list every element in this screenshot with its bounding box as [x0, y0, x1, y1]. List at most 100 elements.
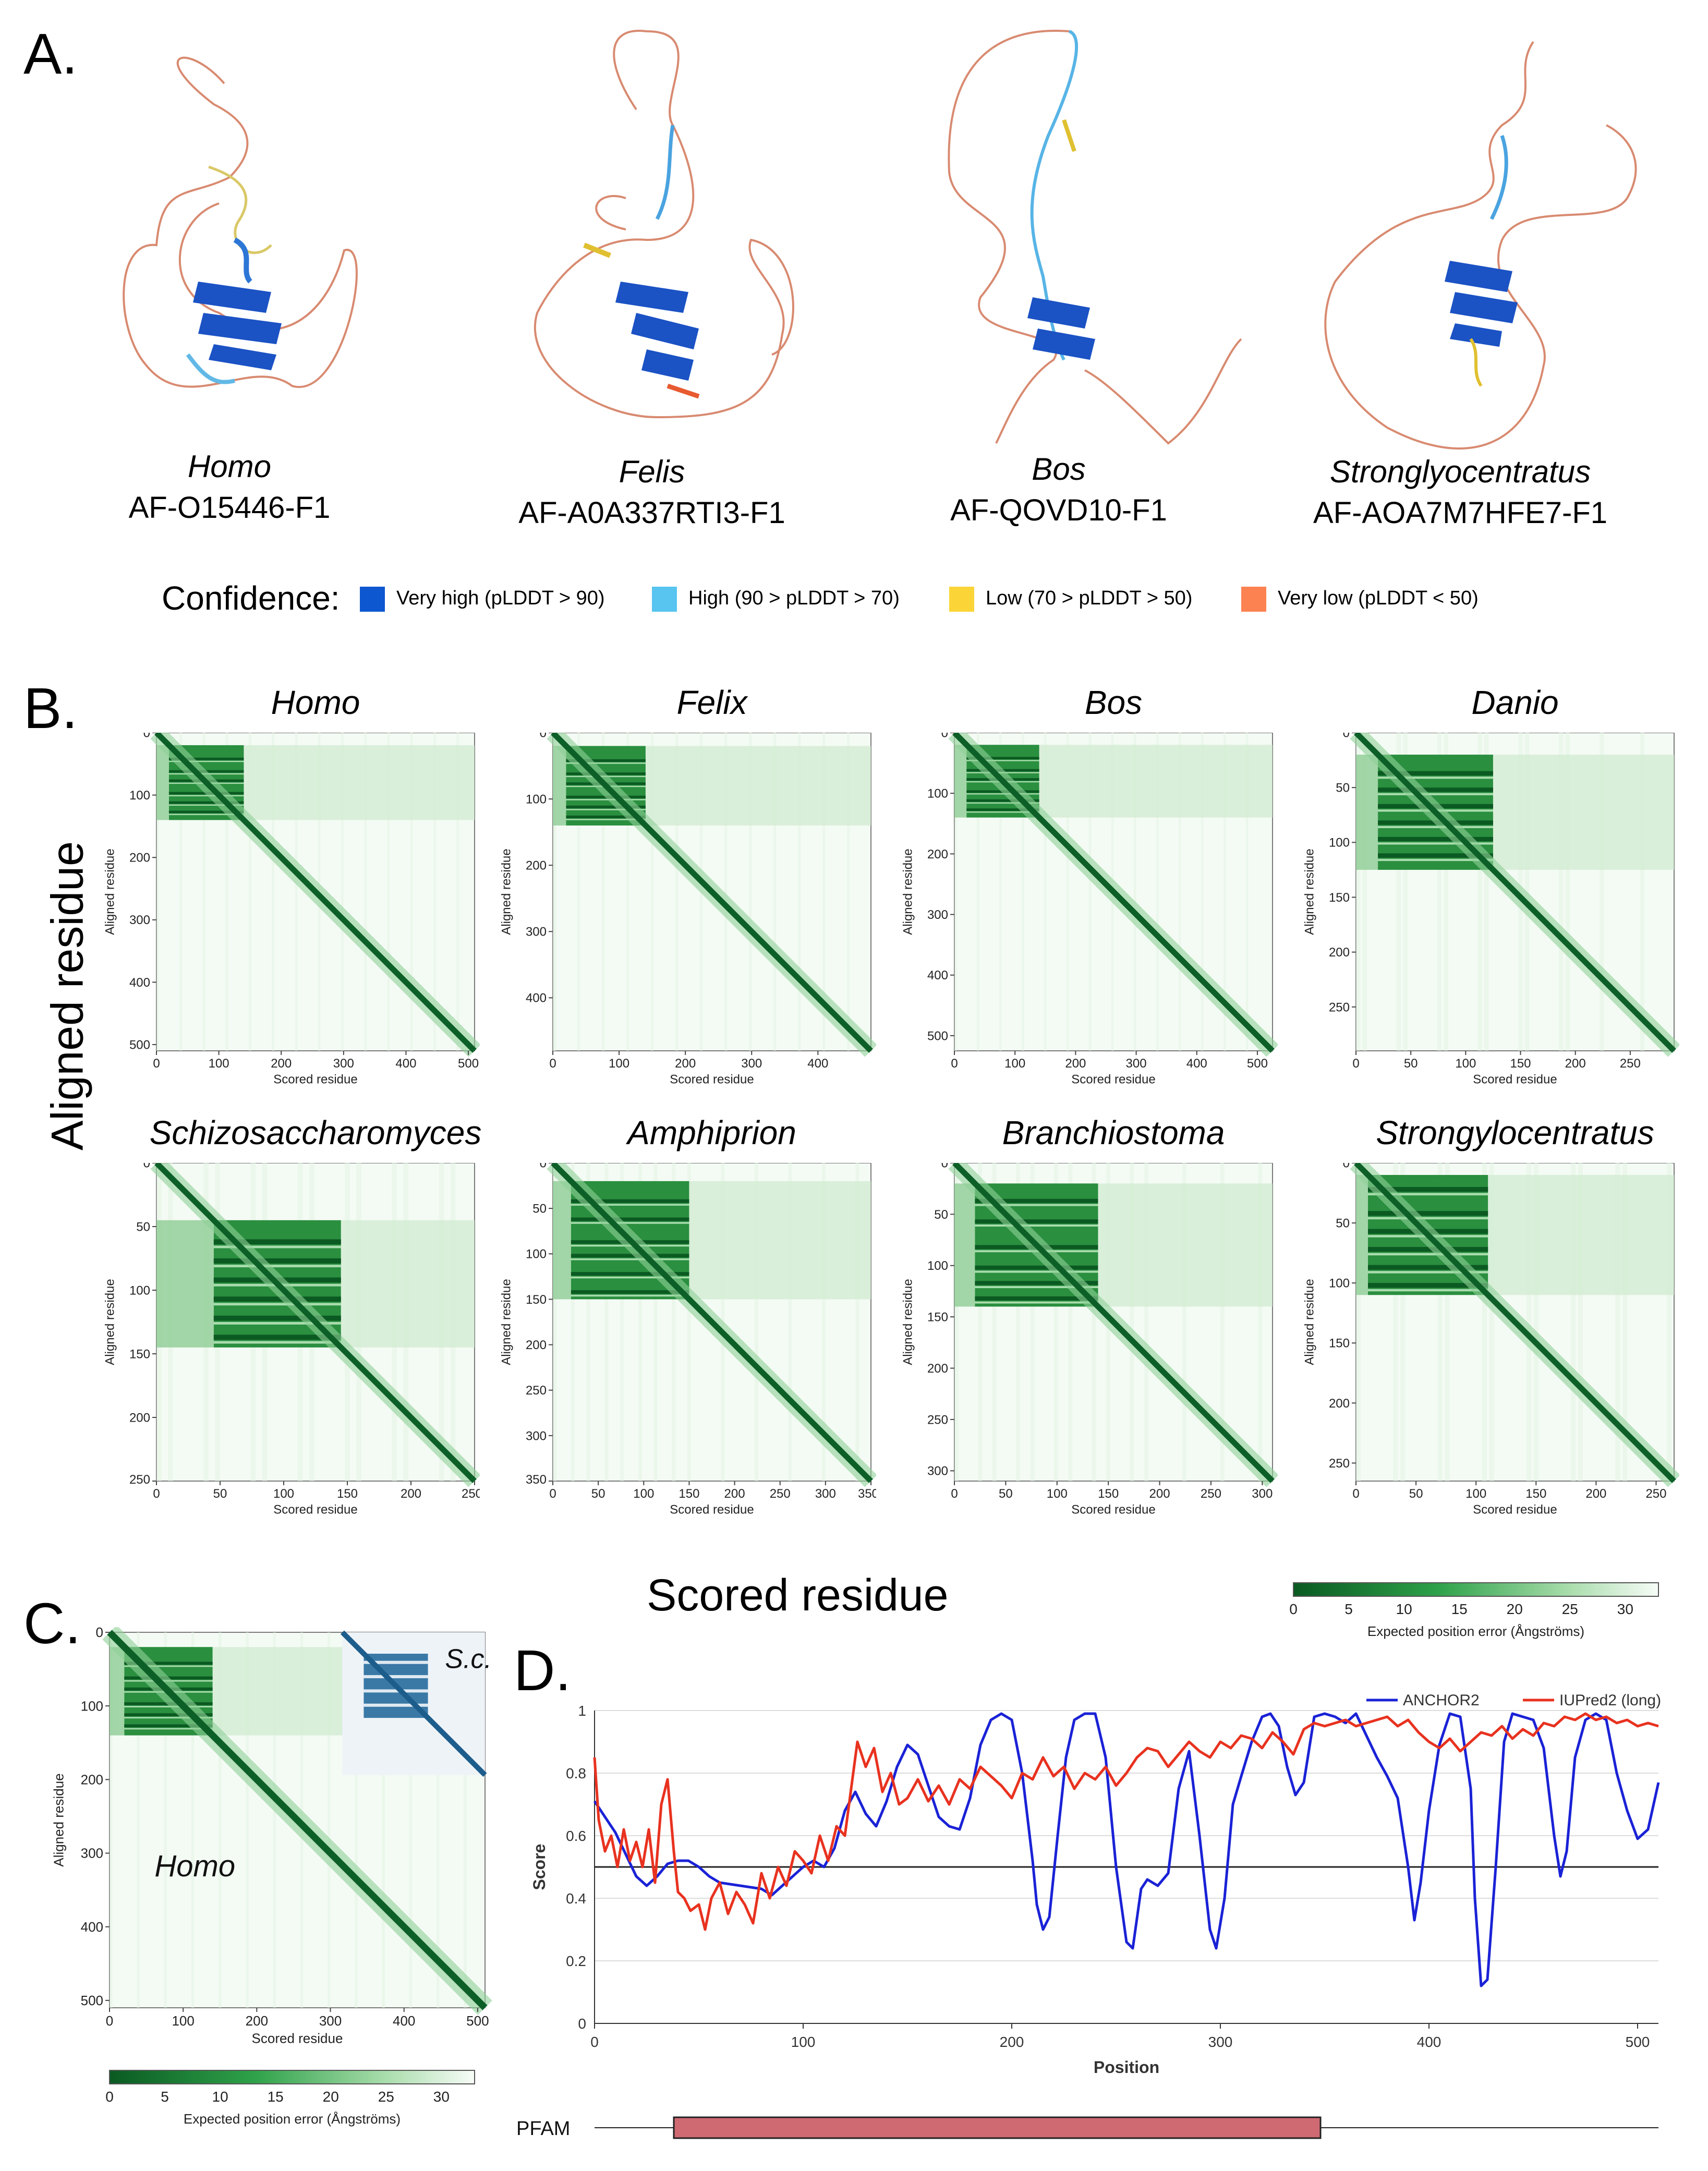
x-tick-label: 250	[1201, 1487, 1221, 1501]
panel-label-a: A.	[23, 22, 78, 86]
heatmap-texture	[246, 1632, 249, 2008]
pae-heatmap: 0 0 50 50 100 100 150 150 200 200 250 250 Scored res…	[1302, 1163, 1679, 1517]
heatmap-texture	[410, 733, 413, 1051]
diagonal	[952, 1163, 1275, 1483]
accession-id: AF-O15446-F1	[128, 491, 331, 525]
heatmap-texture	[295, 733, 298, 1051]
pae-map-bos: 0 0 100 100 200 200 300 300 400 400 500 500 Scored r…	[901, 733, 1278, 1086]
domain-row-extension	[341, 1220, 475, 1348]
legend-text: Very high (pLDDT > 90)	[396, 587, 605, 610]
series-line-anchor2	[593, 1712, 1660, 1987]
domain-band-gap	[1378, 777, 1493, 779]
heatmap-texture	[687, 1163, 691, 1481]
heatmap-texture	[954, 733, 957, 1051]
heatmap-texture	[1437, 1163, 1443, 1481]
heatmap-texture	[675, 733, 679, 1051]
y-tick-label: 150	[1329, 1337, 1350, 1351]
colorbar-tick-label: 10	[212, 2089, 228, 2105]
pae-heatmap: 0 0 50 50 100 100 150 150 200 200 250 250 Scored res…	[1302, 733, 1679, 1086]
heatmap-texture	[672, 1163, 676, 1481]
domain-band	[975, 1265, 1098, 1270]
heatmap-texture	[724, 733, 728, 1051]
colorbar: 0 5 10 15 20 25 30 Expected position error (Ång…	[1289, 1582, 1659, 1639]
pae-heatmap: 0 0 50 50 100 100 150 150 200 200 250 250 300 300 350 3…	[499, 1163, 876, 1517]
domain-band	[213, 1239, 341, 1245]
heatmap-texture	[604, 1163, 609, 1481]
species-name: Homo	[187, 449, 272, 484]
domain-band	[1378, 836, 1493, 842]
heatmap-texture	[586, 1163, 590, 1481]
x-tick-label: 0	[1352, 1057, 1359, 1071]
x-axis-label: Scored residue	[670, 1502, 754, 1517]
domain-band-gap	[124, 1706, 213, 1707]
x-tick-label: 100	[791, 2034, 816, 2050]
y-tick-label: 50	[532, 1202, 547, 1216]
x-tick-label: 300	[1208, 2034, 1233, 2050]
heatmap-texture	[1144, 1163, 1148, 1481]
inset-label: S.c.	[445, 1644, 492, 1674]
pae-heatmap: 0 0 50 50 100 100 150 150 200 200 250 250 300 300 Scor…	[901, 1163, 1278, 1517]
diagonal	[154, 733, 477, 1053]
inset-band-gap	[364, 1689, 428, 1693]
domain-band	[1368, 1283, 1488, 1288]
heatmap-texture	[1258, 1163, 1263, 1481]
y-tick-label: 250	[1329, 1457, 1350, 1471]
domain-row-extension	[689, 1181, 871, 1300]
x-tick-label: 50	[999, 1487, 1013, 1501]
species-name: Felis	[619, 454, 685, 489]
domain-row-extension	[1356, 1175, 1368, 1295]
domain-row-extension	[1493, 755, 1674, 870]
swatch	[1241, 587, 1266, 612]
pfam-label: PFAM	[516, 2118, 570, 2140]
domain-band	[571, 1199, 689, 1203]
domain-band	[966, 757, 1039, 760]
y-tick-label: 500	[129, 1038, 150, 1052]
domain-band-gap	[571, 1294, 689, 1297]
heatmap-texture	[1066, 733, 1069, 1051]
x-tick-label: 0	[951, 1487, 958, 1501]
pae-heatmap: 0 0 100 100 200 200 300 300 400 400 500 500 Scored r…	[103, 733, 480, 1086]
y-tick-label: 200	[1329, 945, 1350, 960]
inset-band-gap	[364, 1703, 428, 1707]
x-tick-label: 300	[1252, 1487, 1273, 1501]
confidence-label: Confidence:	[162, 579, 340, 617]
domain-band	[213, 1258, 341, 1264]
heatmap-texture	[626, 733, 629, 1051]
domain-band-gap	[1378, 826, 1493, 828]
heatmap-texture	[620, 1163, 624, 1481]
structure-strongylocentrotus	[1324, 41, 1637, 450]
heatmap-texture	[456, 733, 459, 1051]
x-tick-label: 300	[333, 1057, 354, 1071]
x-tick-label: 200	[246, 2013, 268, 2029]
swatch	[360, 587, 385, 612]
colorbar-tick-label: 30	[433, 2089, 450, 2105]
x-axis-label: Scored residue	[252, 2031, 343, 2046]
x-tick-label: 250	[1645, 1487, 1666, 1501]
heatmap-texture	[1615, 1163, 1620, 1481]
pae-heatmap: 0 0 50 50 100 100 150 150 200 200 250 250 Scored res…	[103, 1163, 480, 1517]
x-tick-label: 150	[337, 1487, 358, 1501]
legend-text: Very low (pLDDT < 50)	[1278, 587, 1479, 610]
domain-band-gap	[975, 1286, 1098, 1289]
heatmap-texture	[821, 1163, 826, 1481]
y-tick-label: 100	[927, 1259, 948, 1273]
colorbar-tick-label: 25	[378, 2089, 394, 2105]
heatmap-texture	[218, 1632, 222, 2008]
y-tick-label: 150	[526, 1293, 547, 1307]
y-tick-label: 500	[81, 1993, 103, 2008]
colorbar-tick-label: 0	[1289, 1601, 1298, 1617]
domain-row-extension	[110, 1647, 125, 1736]
y-tick-label: 0.6	[566, 1828, 586, 1844]
heatmap-texture	[1400, 1163, 1406, 1481]
heatmap-texture	[602, 733, 605, 1051]
domain-band-gap	[1378, 858, 1493, 862]
pae-map-homo: 0 0 100 100 200 200 300 300 400 400 500 500 Scored r…	[103, 733, 480, 1086]
big-scored-residue-label: Scored residue	[647, 1570, 949, 1620]
big-aligned-residue-label: Aligned residue	[42, 841, 93, 1150]
domain-band	[571, 1254, 689, 1258]
heatmap-texture	[553, 733, 556, 1051]
domain-band-gap	[966, 760, 1039, 761]
pae-map-title: Strongylocentratus	[1376, 1114, 1654, 1151]
y-tick-label: 0	[143, 1163, 150, 1170]
y-tick-label: 100	[526, 1247, 547, 1262]
